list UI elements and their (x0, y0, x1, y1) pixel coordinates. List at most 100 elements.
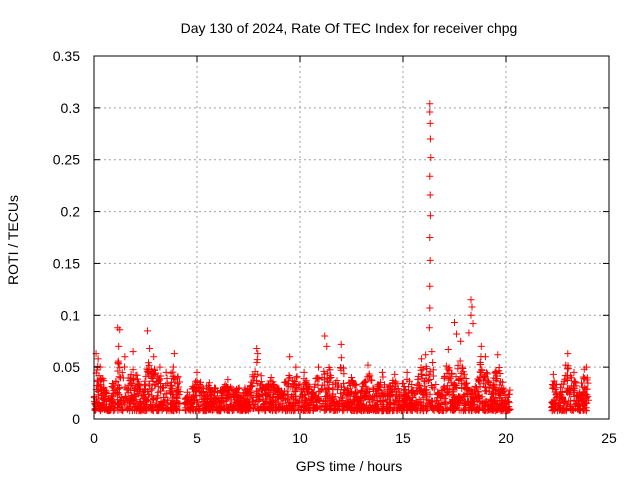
data-point (130, 396, 138, 404)
data-point (572, 382, 580, 390)
data-point (474, 375, 482, 383)
data-point (246, 382, 254, 390)
data-point (99, 395, 107, 403)
data-point (583, 374, 591, 382)
data-point (422, 371, 430, 379)
data-point (457, 337, 465, 345)
data-point (101, 388, 109, 396)
data-point (143, 397, 151, 405)
data-point (451, 319, 458, 327)
data-point (567, 374, 575, 382)
data-point (571, 379, 579, 387)
data-point (212, 396, 220, 404)
data-point (110, 381, 118, 389)
data-point (366, 372, 374, 380)
data-point (296, 392, 304, 400)
data-point (147, 401, 155, 409)
data-point (150, 353, 158, 361)
y-tick-label: 0.35 (53, 48, 80, 64)
data-point (393, 380, 401, 388)
data-point (425, 370, 433, 378)
data-point (227, 385, 235, 393)
data-point (558, 395, 566, 403)
data-point (492, 368, 500, 376)
data-point (279, 392, 287, 400)
data-point (310, 383, 318, 391)
data-point (426, 135, 434, 143)
data-point (427, 154, 435, 162)
data-point (556, 384, 564, 392)
data-point (448, 398, 456, 406)
data-point (223, 382, 231, 390)
data-point (260, 400, 268, 408)
data-point (303, 386, 311, 394)
x-tick-label: 20 (498, 430, 514, 446)
data-point (312, 405, 320, 413)
data-point (276, 388, 284, 396)
data-point (424, 405, 432, 413)
data-point (426, 172, 434, 180)
data-point (198, 402, 206, 410)
data-point (444, 365, 452, 373)
data-point (187, 399, 195, 407)
data-point (414, 375, 422, 383)
data-point (426, 191, 434, 199)
data-point (484, 402, 492, 410)
data-point (93, 366, 101, 374)
data-point (400, 402, 408, 410)
data-point (464, 392, 472, 400)
data-point (352, 388, 360, 396)
data-point (154, 383, 162, 391)
data-point (144, 327, 152, 335)
data-point (293, 384, 301, 392)
data-point (401, 401, 409, 409)
x-tick-label: 0 (90, 430, 98, 446)
data-point (442, 362, 450, 370)
data-point (191, 388, 199, 396)
data-point (222, 393, 230, 401)
data-point (386, 388, 394, 396)
data-point (421, 382, 429, 390)
data-point (124, 389, 132, 397)
data-point (258, 381, 266, 389)
data-point (372, 387, 380, 395)
data-point (339, 394, 347, 402)
data-point (163, 399, 171, 407)
data-point (205, 379, 213, 387)
data-point (498, 405, 506, 413)
data-point (254, 405, 262, 413)
data-point (392, 388, 400, 396)
data-point (581, 384, 589, 392)
data-point (171, 374, 179, 382)
data-point (389, 376, 397, 384)
data-point (483, 387, 491, 395)
data-point (378, 368, 386, 376)
data-point (423, 392, 431, 400)
data-point (250, 377, 258, 385)
data-point (292, 396, 300, 404)
data-point (337, 354, 345, 362)
data-point (121, 395, 129, 403)
data-point (253, 358, 261, 366)
data-point (190, 398, 198, 406)
data-point (558, 388, 566, 396)
data-point (427, 382, 435, 390)
data-point (266, 393, 274, 401)
data-point (134, 382, 142, 390)
data-point (162, 368, 170, 376)
data-point (163, 390, 171, 398)
data-point (440, 373, 448, 381)
y-axis-title: ROTI / TECUs (5, 195, 21, 285)
data-point (345, 379, 353, 387)
data-point (118, 369, 126, 377)
data-point (292, 363, 300, 371)
data-point (497, 401, 505, 409)
data-points (90, 100, 592, 415)
data-point (183, 395, 191, 403)
data-point (478, 400, 486, 408)
data-point (491, 369, 499, 377)
data-point (548, 403, 556, 411)
data-point (167, 387, 175, 395)
data-point (93, 376, 101, 384)
